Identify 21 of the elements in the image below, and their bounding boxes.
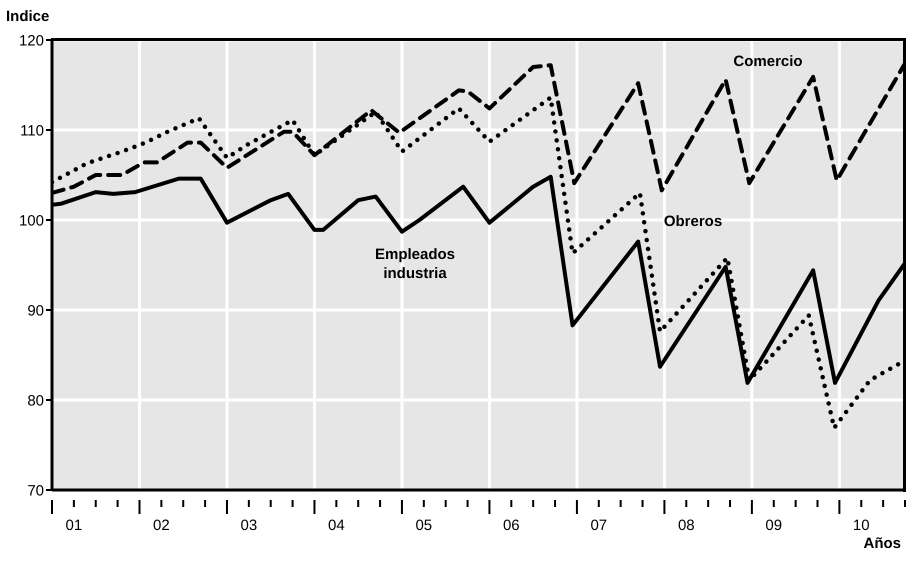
y-tick-label: 110 <box>20 122 44 140</box>
y-axis-title: Indice <box>6 8 50 25</box>
y-tick-label: 100 <box>18 212 44 230</box>
y-tick-label: 120 <box>18 32 44 50</box>
x-tick-label: 04 <box>328 517 345 534</box>
x-tick-label: 01 <box>66 517 82 534</box>
x-tick-label: 10 <box>852 517 870 534</box>
x-tick-label: 08 <box>678 517 695 534</box>
x-axis-title: Años <box>864 535 901 552</box>
y-tick-label: 80 <box>27 392 44 410</box>
x-tick-label: 06 <box>502 517 520 534</box>
x-tick-label: 02 <box>153 517 170 534</box>
x-tick-label: 03 <box>240 517 258 534</box>
x-tick-label: 07 <box>590 517 608 534</box>
y-tick-label: 90 <box>27 302 44 320</box>
y-tick-label: 70 <box>27 482 44 500</box>
x-tick-label: 09 <box>765 517 782 534</box>
x-tick-label: 05 <box>415 517 432 534</box>
series-label: Comercio <box>732 52 804 71</box>
text: Empleados industria <box>374 245 456 283</box>
series-label: Obreros <box>662 212 724 231</box>
